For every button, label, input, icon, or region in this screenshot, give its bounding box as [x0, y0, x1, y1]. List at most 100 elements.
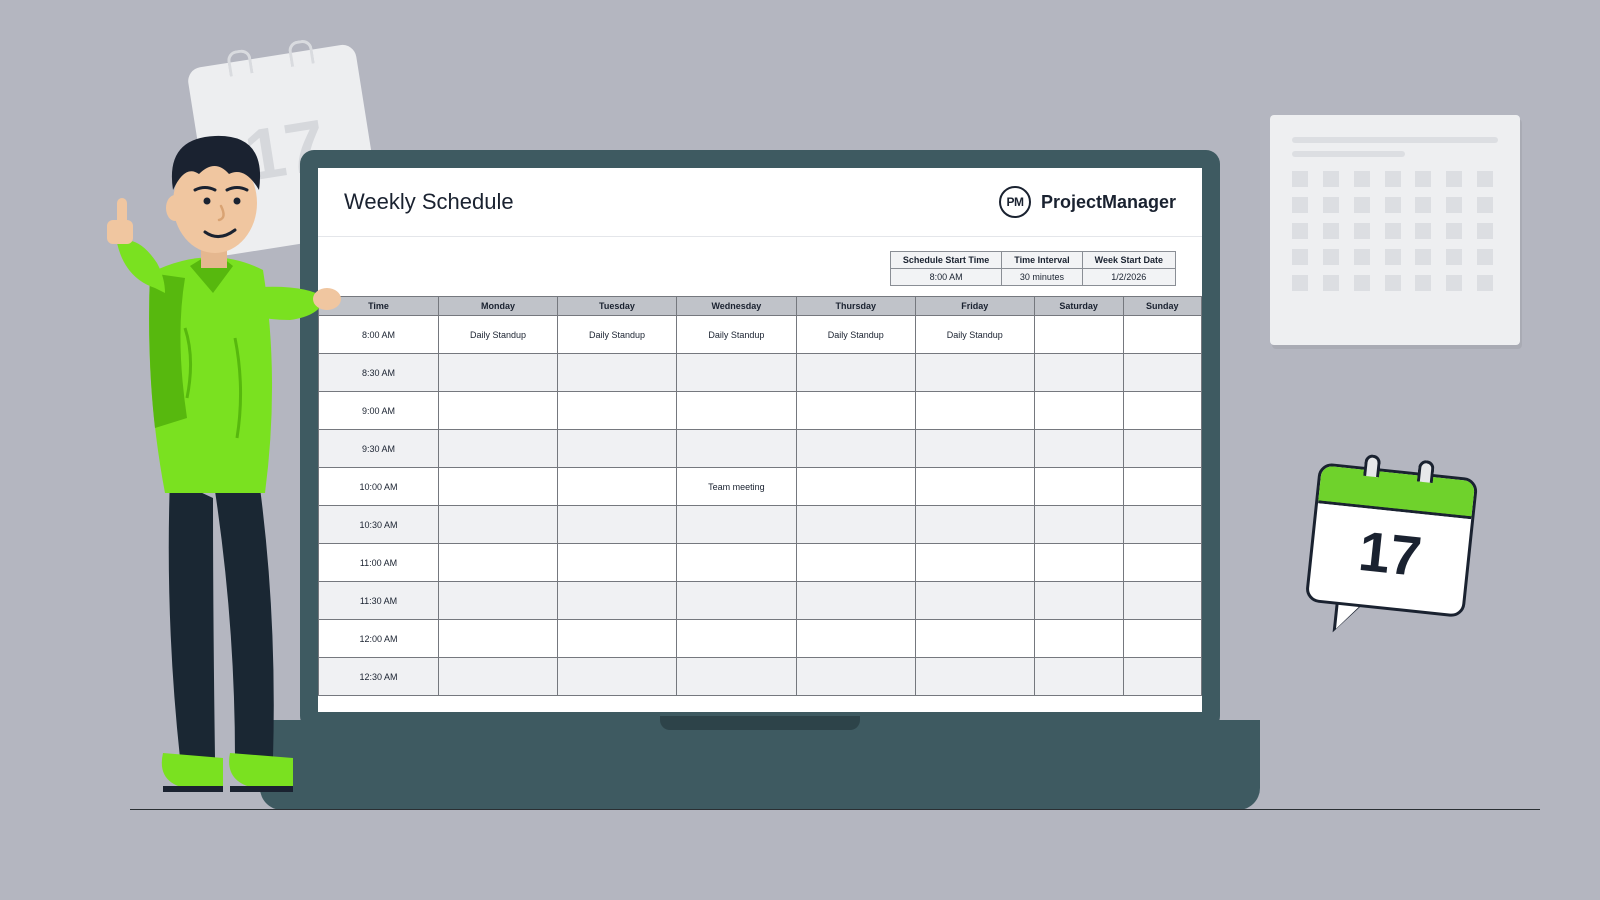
- schedule-row: 8:30 AM: [319, 354, 1202, 392]
- schedule-cell[interactable]: [1034, 468, 1123, 506]
- schedule-row: 12:30 AM: [319, 658, 1202, 696]
- schedule-cell[interactable]: [439, 506, 558, 544]
- schedule-cell[interactable]: Daily Standup: [915, 316, 1034, 354]
- app-header: Weekly Schedule PM ProjectManager: [318, 168, 1202, 237]
- schedule-cell[interactable]: [796, 620, 915, 658]
- schedule-cell[interactable]: Daily Standup: [796, 316, 915, 354]
- schedule-cell[interactable]: [796, 468, 915, 506]
- schedule-cell[interactable]: [796, 392, 915, 430]
- schedule-cell[interactable]: [557, 506, 676, 544]
- schedule-cell[interactable]: [915, 620, 1034, 658]
- schedule-cell[interactable]: [1034, 620, 1123, 658]
- schedule-cell[interactable]: [1123, 544, 1201, 582]
- schedule-cell[interactable]: [557, 582, 676, 620]
- schedule-cell[interactable]: [439, 392, 558, 430]
- laptop: Weekly Schedule PM ProjectManager Schedu…: [300, 150, 1220, 810]
- decor-calendar-bubble: 17: [1302, 462, 1479, 648]
- schedule-cell[interactable]: [796, 544, 915, 582]
- schedule-cell[interactable]: [1123, 468, 1201, 506]
- schedule-cell[interactable]: [439, 430, 558, 468]
- settings-value[interactable]: 1/2/2026: [1082, 269, 1175, 286]
- page-title: Weekly Schedule: [344, 189, 514, 215]
- schedule-cell[interactable]: [915, 506, 1034, 544]
- schedule-column-header: Friday: [915, 297, 1034, 316]
- schedule-cell[interactable]: [439, 354, 558, 392]
- schedule-cell[interactable]: [557, 468, 676, 506]
- schedule-column-header: Tuesday: [557, 297, 676, 316]
- schedule-cell[interactable]: [796, 658, 915, 696]
- settings-header: Schedule Start Time: [890, 252, 1001, 269]
- schedule-cell[interactable]: [1123, 354, 1201, 392]
- schedule-cell[interactable]: [676, 506, 796, 544]
- schedule-cell[interactable]: Team meeting: [676, 468, 796, 506]
- schedule-row: 8:00 AMDaily StandupDaily StandupDaily S…: [319, 316, 1202, 354]
- schedule-cell[interactable]: [915, 430, 1034, 468]
- schedule-cell[interactable]: [676, 354, 796, 392]
- schedule-cell[interactable]: [439, 620, 558, 658]
- schedule-cell[interactable]: [1123, 658, 1201, 696]
- schedule-cell[interactable]: Daily Standup: [557, 316, 676, 354]
- schedule-cell[interactable]: [915, 544, 1034, 582]
- schedule-cell[interactable]: [1034, 354, 1123, 392]
- schedule-column-header: Saturday: [1034, 297, 1123, 316]
- schedule-cell[interactable]: [676, 582, 796, 620]
- schedule-cell[interactable]: [676, 658, 796, 696]
- schedule-cell[interactable]: [557, 544, 676, 582]
- schedule-cell[interactable]: [1034, 506, 1123, 544]
- schedule-cell[interactable]: [796, 506, 915, 544]
- decor-calendar-grid: [1270, 115, 1520, 345]
- schedule-table: TimeMondayTuesdayWednesdayThursdayFriday…: [318, 296, 1202, 696]
- schedule-row: 10:30 AM: [319, 506, 1202, 544]
- schedule-column-header: Sunday: [1123, 297, 1201, 316]
- schedule-cell[interactable]: [439, 544, 558, 582]
- schedule-cell[interactable]: [796, 582, 915, 620]
- schedule-row: 9:30 AM: [319, 430, 1202, 468]
- schedule-cell[interactable]: [557, 620, 676, 658]
- schedule-cell[interactable]: [1123, 316, 1201, 354]
- schedule-cell[interactable]: [1123, 506, 1201, 544]
- schedule-cell[interactable]: [796, 430, 915, 468]
- schedule-row: 12:00 AM: [319, 620, 1202, 658]
- schedule-cell[interactable]: [915, 468, 1034, 506]
- schedule-cell[interactable]: [1034, 430, 1123, 468]
- schedule-cell[interactable]: [439, 582, 558, 620]
- schedule-cell[interactable]: [796, 354, 915, 392]
- settings-header: Week Start Date: [1082, 252, 1175, 269]
- settings-value[interactable]: 30 minutes: [1002, 269, 1082, 286]
- decor-calendar-bubble-day: 17: [1310, 513, 1470, 594]
- settings-table: Schedule Start TimeTime IntervalWeek Sta…: [890, 251, 1176, 286]
- schedule-cell[interactable]: [1123, 392, 1201, 430]
- schedule-cell[interactable]: Daily Standup: [439, 316, 558, 354]
- schedule-column-header: Monday: [439, 297, 558, 316]
- schedule-cell[interactable]: [557, 430, 676, 468]
- settings-value[interactable]: 8:00 AM: [890, 269, 1001, 286]
- schedule-cell[interactable]: [1034, 316, 1123, 354]
- schedule-cell[interactable]: [915, 354, 1034, 392]
- schedule-cell[interactable]: [676, 392, 796, 430]
- schedule-cell[interactable]: [915, 582, 1034, 620]
- schedule-cell[interactable]: [1034, 658, 1123, 696]
- schedule-cell[interactable]: [1034, 544, 1123, 582]
- schedule-cell[interactable]: [676, 544, 796, 582]
- schedule-cell[interactable]: [1123, 430, 1201, 468]
- schedule-column-header: Wednesday: [676, 297, 796, 316]
- schedule-cell[interactable]: [676, 620, 796, 658]
- schedule-cell[interactable]: Daily Standup: [676, 316, 796, 354]
- schedule-cell[interactable]: [439, 468, 558, 506]
- schedule-cell[interactable]: [676, 430, 796, 468]
- schedule-cell[interactable]: [1123, 620, 1201, 658]
- brand: PM ProjectManager: [999, 186, 1176, 218]
- schedule-cell[interactable]: [439, 658, 558, 696]
- decor-person-illustration: [95, 98, 355, 812]
- settings-panel: Schedule Start TimeTime IntervalWeek Sta…: [318, 237, 1202, 296]
- schedule-cell[interactable]: [557, 354, 676, 392]
- schedule-cell[interactable]: [557, 392, 676, 430]
- schedule-cell[interactable]: [557, 658, 676, 696]
- schedule-cell[interactable]: [1034, 582, 1123, 620]
- laptop-base: [260, 720, 1260, 810]
- laptop-notch: [660, 716, 860, 730]
- schedule-cell[interactable]: [1034, 392, 1123, 430]
- schedule-cell[interactable]: [915, 392, 1034, 430]
- schedule-cell[interactable]: [915, 658, 1034, 696]
- schedule-cell[interactable]: [1123, 582, 1201, 620]
